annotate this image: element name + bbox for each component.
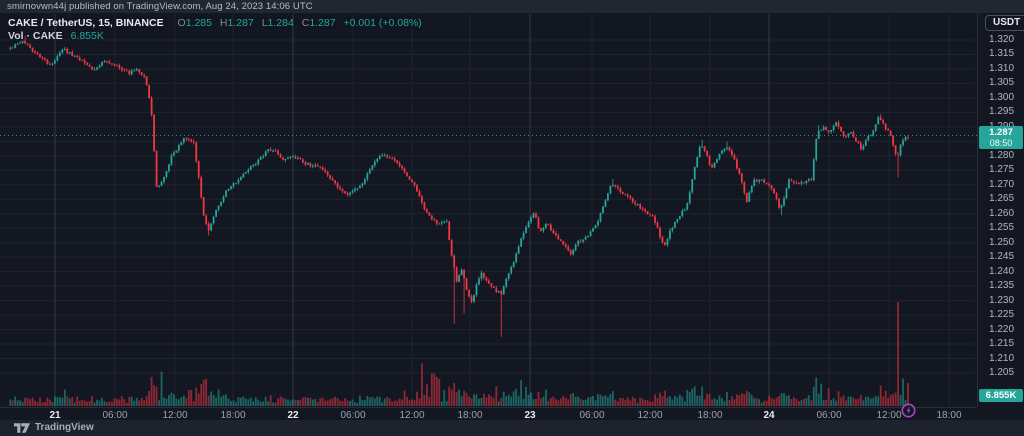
time-tick-label: 06:00 [102,410,128,421]
price-tick-label: 1.280 [988,149,1015,161]
time-tick-label: 12:00 [399,410,425,421]
price-tick-label: 1.245 [988,251,1015,263]
publish-header: smirnovwn44j published on TradingView.co… [0,0,1024,13]
close-value: 1.287 [309,17,336,29]
time-tick-label: 06:00 [340,410,366,421]
volume-legend-label[interactable]: Vol · CAKE [8,30,63,42]
symbol-title[interactable]: CAKE / TetherUS, 15, BINANCE [8,17,164,29]
time-tick-label: 12:00 [162,410,188,421]
change-value: +0.001 (+0.08%) [343,17,422,29]
price-tick-label: 1.220 [988,323,1015,335]
low-value: 1.284 [267,17,294,29]
price-tick-label: 1.255 [988,222,1015,234]
price-tick-label: 1.265 [988,193,1015,205]
footer-bar: TradingView [0,420,1024,436]
price-tick-label: 1.310 [988,62,1015,74]
publish-header-text: smirnovwn44j published on TradingView.co… [7,1,313,12]
time-tick-label-day: 21 [49,410,61,421]
price-tick-label: 1.320 [988,34,1015,45]
time-tick-label-day: 23 [524,410,536,421]
time-tick-label: 18:00 [457,410,483,421]
price-axis[interactable]: USDT 1.3201.3151.3101.3051.3001.2951.290… [977,13,1024,407]
price-tick-label: 1.305 [988,77,1015,89]
time-tick-label: 06:00 [579,410,605,421]
price-tick-label: 1.270 [988,178,1015,190]
tradingview-logo[interactable]: TradingView [14,423,94,433]
tradingview-logo-text: TradingView [35,422,94,433]
time-tick-label: 12:00 [637,410,663,421]
price-tick-label: 1.225 [988,309,1015,321]
bar-countdown: 08:50 [989,137,1013,148]
time-tick-label: 06:00 [816,410,842,421]
chart-legend: CAKE / TetherUS, 15, BINANCE O1.285 H1.2… [8,17,422,43]
price-tick-label: 1.210 [988,352,1015,364]
time-tick-label: 18:00 [220,410,246,421]
time-tick-label: 18:00 [936,410,962,421]
last-price-label: 1.287 08:50 [979,125,1023,149]
open-label: O [177,17,186,29]
time-tick-label: 12:00 [876,410,902,421]
high-value: 1.287 [227,17,254,29]
volume-legend-value: 6.855K [70,30,104,42]
price-tick-label: 1.315 [988,48,1015,60]
price-tick-label: 1.215 [988,338,1015,350]
flash-icon[interactable] [901,403,916,418]
price-tick-label: 1.295 [988,106,1015,118]
price-tick-label: 1.205 [988,367,1015,378]
candlestick-chart-canvas[interactable] [0,13,1024,420]
currency-toggle-button[interactable]: USDT [985,15,1024,31]
price-tick-label: 1.260 [988,207,1015,219]
tradingview-logo-icon [14,423,30,433]
price-tick-label: 1.230 [988,294,1015,306]
close-label: C [301,17,310,29]
time-tick-label-day: 22 [287,410,299,421]
last-price-value: 1.287 [989,126,1013,138]
time-tick-label: 18:00 [697,410,723,421]
open-value: 1.285 [185,17,212,29]
price-tick-label: 1.240 [988,265,1015,277]
chart-area[interactable]: CAKE / TetherUS, 15, BINANCE O1.285 H1.2… [0,13,1024,425]
low-label: L [261,17,268,29]
price-tick-label: 1.235 [988,280,1015,292]
volume-axis-label: 6.855K [979,389,1023,402]
price-tick-label: 1.275 [988,164,1015,176]
price-tick-label: 1.250 [988,236,1015,248]
high-label: H [219,17,228,29]
time-tick-label-day: 24 [763,410,775,421]
price-tick-label: 1.300 [988,91,1015,103]
